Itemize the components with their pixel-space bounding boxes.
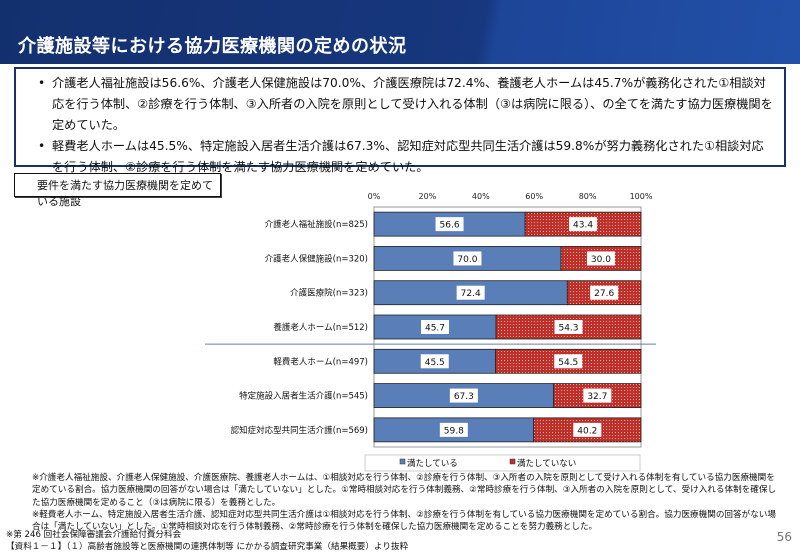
data-label-bg	[420, 354, 449, 369]
data-label-bg	[554, 320, 583, 334]
data-label: 45.7	[425, 324, 445, 334]
x-tick-label: 0%	[368, 192, 381, 201]
category-label: 軽費老人ホーム(n=497)	[273, 356, 368, 367]
category-label: 介護医療院(n=323)	[290, 288, 368, 299]
data-label: 72.4	[461, 289, 481, 299]
x-tick-label: 60%	[525, 192, 543, 201]
data-label-bg	[583, 388, 612, 403]
data-label: 56.6	[440, 221, 460, 231]
category-label: 介護老人福祉施設(n=825)	[265, 219, 368, 230]
data-label-bg	[456, 285, 485, 300]
data-label: 54.5	[558, 358, 578, 368]
source-line: 【資料１－１】（１）高齢者施設等と医療機関の連携体制等 にかかる調査研究事業（結…	[6, 541, 409, 552]
data-label-bg	[554, 354, 583, 369]
summary-item: 軽費老人ホームは45.5%、特定施設入居者生活介護は67.3%、認知症対応型共同…	[38, 136, 774, 178]
legend-swatch	[399, 458, 406, 465]
x-tick-label: 100%	[630, 192, 653, 201]
footnotes: ※介護老人福祉施設、介護老人保健施設、介護医療院、養護老人ホームは、①相談対応を…	[32, 472, 782, 533]
page-title: 介護施設等における協力医療機関の定めの状況	[18, 36, 407, 57]
footnote: ※軽費老人ホーム、特定施設入居者生活介護、認知症対応型共同生活介護は①相談対応を…	[32, 509, 776, 533]
x-tick-label: 40%	[472, 192, 490, 201]
footnote: ※介護老人福祉施設、介護老人保健施設、介護医療院、養護老人ホームは、①相談対応を…	[32, 473, 777, 508]
data-label: 59.8	[444, 426, 464, 436]
data-label: 32.7	[587, 392, 607, 402]
data-label-bg	[439, 422, 468, 437]
x-tick-label: 20%	[419, 192, 437, 201]
data-label-bg	[453, 251, 482, 266]
category-label: 特定施設入居者生活介護(n=545)	[239, 391, 368, 402]
legend-label: 満たしている	[407, 459, 458, 469]
summary-box: 介護老人福祉施設は56.6%、介護老人保健施設は70.0%、介護医療院は72.4…	[14, 67, 786, 174]
legend-box	[364, 454, 641, 472]
source: ※第 246 回社会保障審議会介護給付費分科会 【資料１－１】（１）高齢者施設等…	[6, 530, 408, 553]
chart-subtitle: 要件を満たす協力医療機関を定めている施設	[14, 173, 221, 208]
source-line: ※第 246 回社会保障審議会介護給付費分科会	[6, 530, 182, 540]
category-label: 介護老人保健施設(n=320)	[265, 253, 368, 264]
data-label-bg	[586, 251, 615, 266]
summary-item: 介護老人福祉施設は56.6%、介護老人保健施設は70.0%、介護医療院は72.4…	[38, 73, 774, 136]
data-label: 40.2	[577, 426, 597, 436]
data-label: 67.3	[454, 392, 474, 402]
data-label-bg	[590, 285, 619, 300]
data-label-bg	[449, 388, 478, 403]
data-label-bg	[435, 217, 464, 232]
data-label-bg	[573, 422, 602, 437]
data-label: 30.0	[591, 255, 611, 265]
data-label: 45.5	[425, 358, 445, 368]
legend-label: 満たしていない	[517, 459, 576, 469]
x-tick-label: 80%	[579, 192, 597, 201]
data-label: 27.6	[594, 289, 614, 299]
category-label: 養護老人ホーム(n=512)	[273, 322, 368, 333]
legend-swatch	[509, 458, 516, 465]
title-bar: 介護施設等における協力医療機関の定めの状況	[0, 0, 800, 64]
bar-segment	[495, 314, 642, 340]
data-label-bg	[421, 320, 450, 334]
data-label: 70.0	[457, 255, 477, 265]
page-number: 56	[776, 530, 792, 544]
category-label: 認知症対応型共同生活介護(n=569)	[231, 425, 368, 436]
data-label: 43.4	[573, 221, 593, 231]
data-label-bg	[569, 217, 598, 232]
data-label: 54.3	[558, 324, 578, 334]
